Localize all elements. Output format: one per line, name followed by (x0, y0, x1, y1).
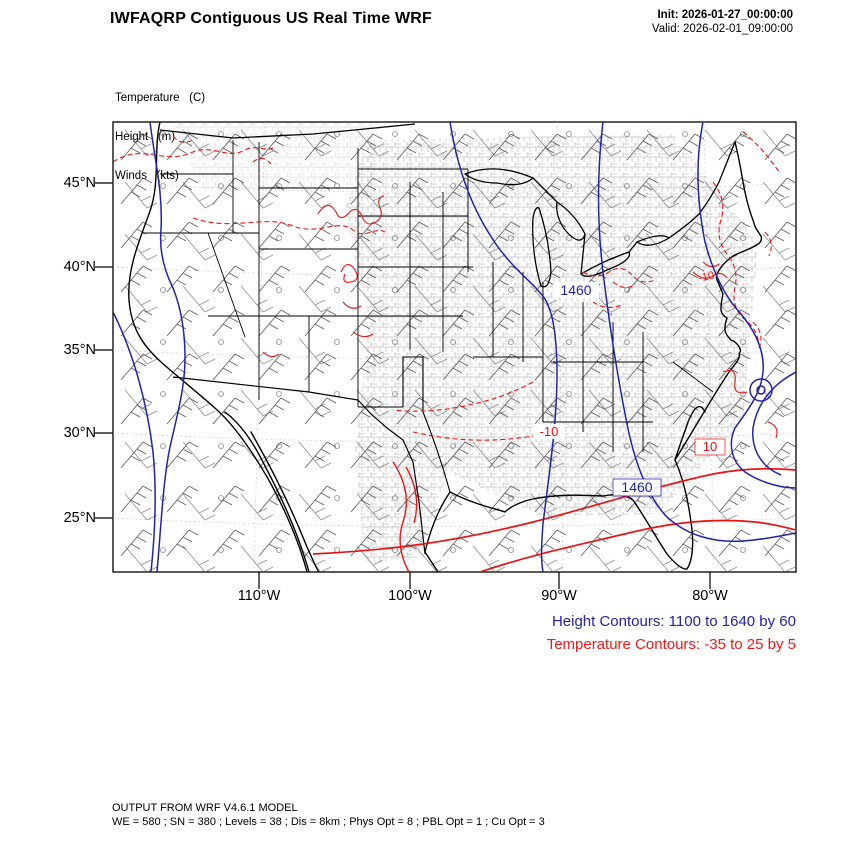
model-config-line: WE = 580 ; SN = 380 ; Levels = 38 ; Dis … (112, 815, 545, 828)
lat-label-25n: 25°N (63, 510, 96, 526)
svg-text:10: 10 (703, 439, 717, 454)
contour-labels: 1460 1460 -10 10 -10 (533, 270, 726, 497)
mexico-border (172, 376, 426, 555)
svg-text:-10: -10 (540, 424, 559, 439)
svg-text:-10: -10 (697, 270, 715, 285)
svg-text:1460: 1460 (560, 282, 591, 298)
valid-time: Valid: 2026-02-01_09:00:00 (651, 23, 793, 35)
lon-label-90w: 90°W (541, 588, 577, 604)
lat-label-45n: 45°N (63, 175, 96, 191)
temperature-contours (113, 131, 796, 572)
canada-border-lakes (159, 123, 736, 288)
state-borders (143, 140, 714, 493)
us-coastline (128, 122, 763, 572)
height-contours-caption: Height Contours: 1100 to 1640 by 60 (551, 613, 796, 630)
temp-contour-label-3: -10 (697, 270, 715, 285)
run-info: Init: 2026-01-27_00:00:00 Valid: 2026-02… (652, 8, 793, 36)
temp-contour-label-1: -10 (533, 424, 565, 439)
temp-contour-label-2: 10 (694, 438, 726, 456)
height-contours (113, 122, 796, 572)
page-title: IWFAQRP Contiguous US Real Time WRF (110, 10, 432, 27)
legend-temperature: Temperature (C) (115, 92, 206, 104)
lon-label-80w: 80°W (692, 588, 728, 604)
axis-ticks (95, 182, 711, 589)
wind-barbs-layer (113, 122, 796, 572)
lat-label-40n: 40°N (63, 259, 96, 275)
model-output-info: OUTPUT FROM WRF V4.6.1 MODEL WE = 580 ; … (112, 802, 545, 829)
lon-label-110w: 110°W (237, 588, 281, 604)
svg-text:1460: 1460 (621, 479, 652, 495)
model-version-line: OUTPUT FROM WRF V4.6.1 MODEL (112, 802, 298, 814)
height-contour-label-1: 1460 (553, 282, 599, 298)
init-time: Init: 2026-01-27_00:00:00 (657, 9, 793, 21)
weather-map: 1460 1460 -10 10 -10 (95, 121, 797, 589)
lat-label-30n: 30°N (63, 425, 96, 441)
lon-label-100w: 100°W (388, 588, 432, 604)
height-contour-label-2: 1460 (612, 478, 662, 497)
lat-label-35n: 35°N (63, 342, 96, 358)
temperature-contours-caption: Temperature Contours: -35 to 25 by 5 (546, 636, 796, 653)
